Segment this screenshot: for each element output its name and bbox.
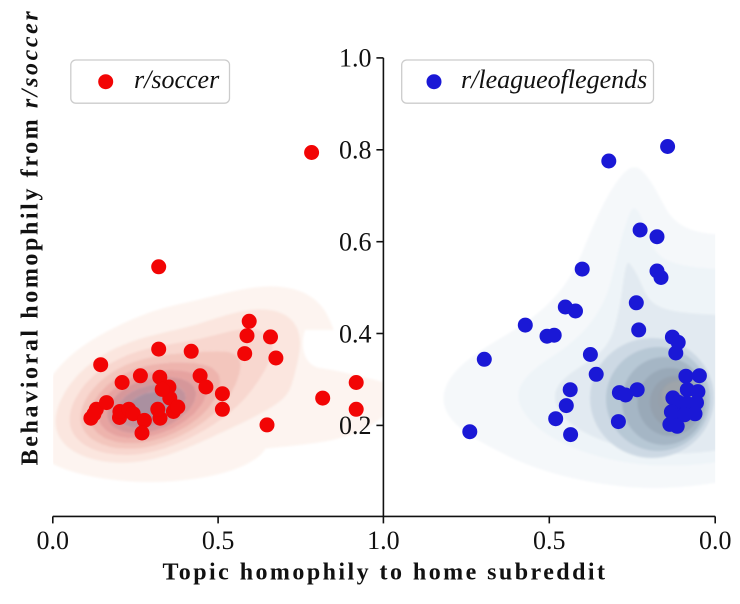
svg-text:0.0: 0.0	[699, 526, 732, 555]
svg-text:0.8: 0.8	[339, 136, 372, 165]
svg-text:1.0: 1.0	[367, 526, 400, 555]
svg-text:0.5: 0.5	[202, 526, 235, 555]
svg-text:1.0: 1.0	[339, 44, 372, 73]
svg-text:0.6: 0.6	[339, 228, 372, 257]
svg-text:0.4: 0.4	[339, 319, 372, 348]
svg-text:r/soccer: r/soccer	[134, 65, 220, 94]
svg-text:Behavioral homophily from r/so: Behavioral homophily from r/soccer	[18, 9, 44, 466]
svg-text:0.5: 0.5	[533, 526, 566, 555]
svg-text:r/leagueoflegends: r/leagueoflegends	[461, 65, 647, 94]
svg-text:0.0: 0.0	[37, 526, 70, 555]
svg-text:Topic homophily to home subred: Topic homophily to home subreddit	[163, 560, 608, 586]
